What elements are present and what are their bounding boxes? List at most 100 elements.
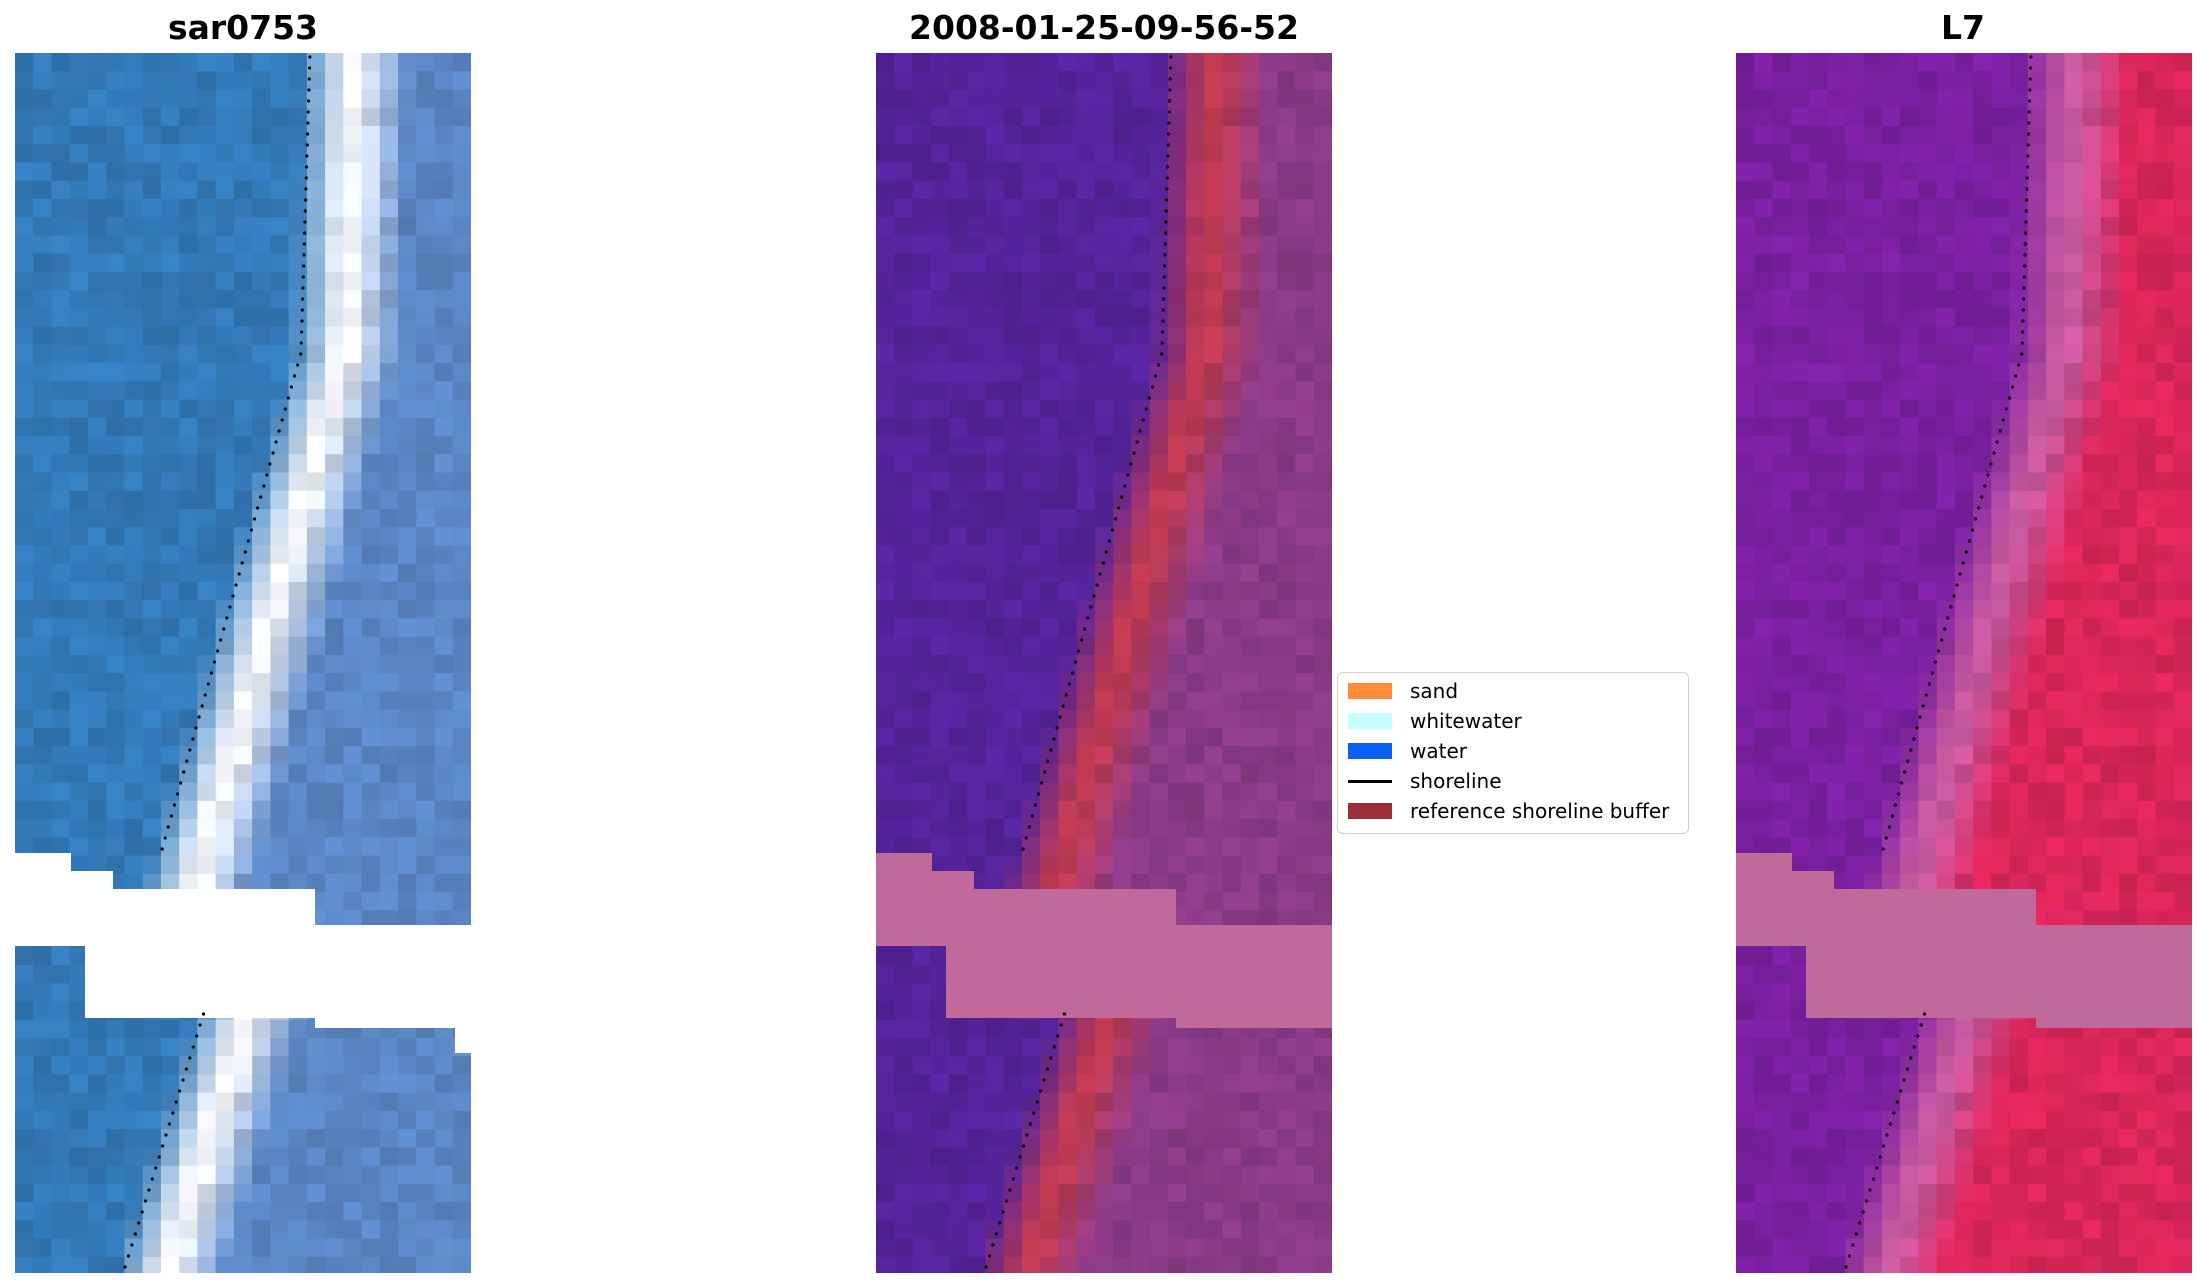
image-pixel	[69, 162, 89, 182]
image-pixel	[124, 107, 144, 127]
image-pixel	[1003, 1202, 1023, 1221]
image-pixel	[967, 1092, 987, 1112]
image-pixel	[69, 71, 89, 91]
image-pixel	[215, 654, 235, 674]
image-pixel	[1149, 107, 1169, 127]
image-pixel	[1918, 581, 1938, 601]
image-pixel	[233, 125, 253, 145]
image-pixel	[452, 727, 471, 747]
image-pixel	[1186, 837, 1205, 857]
image-pixel	[1313, 910, 1332, 930]
image-pixel	[1881, 490, 1901, 510]
image-pixel	[1881, 144, 1901, 164]
image-pixel	[1167, 764, 1187, 784]
image-pixel	[876, 180, 895, 200]
image-pixel	[106, 709, 126, 729]
image-pixel	[948, 618, 968, 638]
image-pixel	[1149, 509, 1169, 528]
image-pixel	[1076, 1202, 1096, 1221]
image-pixel	[1149, 1019, 1169, 1039]
image-pixel	[51, 800, 71, 820]
image-pixel	[1204, 162, 1224, 182]
image-pixel	[1900, 746, 1919, 765]
image-pixel	[69, 454, 89, 474]
image-pixel	[2137, 290, 2157, 309]
image-pixel	[343, 1092, 363, 1112]
image-pixel	[325, 527, 344, 547]
image-pixel	[325, 162, 344, 182]
image-pixel	[1240, 527, 1260, 547]
image-pixel	[288, 1256, 308, 1273]
image-pixel	[306, 89, 326, 109]
image-pixel	[1772, 1001, 1792, 1021]
image-pixel	[2082, 89, 2102, 109]
image-pixel	[142, 1238, 162, 1258]
image-pixel	[416, 144, 436, 164]
image-pixel	[1295, 89, 1315, 109]
image-pixel	[124, 800, 144, 820]
image-pixel	[179, 271, 198, 291]
image-pixel	[876, 527, 895, 547]
image-pixel	[142, 1092, 162, 1112]
image-pixel	[434, 581, 454, 601]
image-pixel	[33, 983, 53, 1003]
image-pixel	[1186, 581, 1205, 601]
image-pixel	[948, 89, 968, 109]
image-pixel	[416, 746, 436, 765]
image-pixel	[215, 180, 235, 200]
image-pixel	[1094, 71, 1114, 91]
image-pixel	[912, 782, 932, 802]
image-pixel	[398, 290, 417, 309]
image-pixel	[2082, 490, 2102, 510]
image-pixel	[1259, 89, 1278, 109]
image-pixel	[1918, 125, 1938, 145]
image-pixel	[434, 1220, 454, 1240]
image-pixel	[1186, 326, 1205, 346]
image-pixel	[2100, 162, 2120, 182]
image-pixel	[69, 946, 89, 966]
image-pixel	[1204, 399, 1224, 419]
image-pixel	[967, 673, 987, 692]
image-pixel	[1113, 1202, 1132, 1221]
image-pixel	[15, 581, 34, 601]
image-pixel	[930, 983, 950, 1003]
image-pixel	[985, 1037, 1005, 1057]
image-pixel	[1204, 1220, 1224, 1240]
image-pixel	[1736, 600, 1755, 620]
image-pixel	[1845, 308, 1865, 328]
image-pixel	[2119, 691, 2138, 711]
image-pixel	[1259, 873, 1278, 893]
image-pixel	[1204, 800, 1224, 820]
shoreline-point	[184, 1067, 189, 1071]
image-pixel	[1991, 107, 2011, 127]
image-pixel	[967, 581, 987, 601]
image-pixel	[2119, 527, 2138, 547]
image-pixel	[398, 910, 417, 930]
image-pixel	[160, 600, 180, 620]
image-pixel	[1936, 89, 1956, 109]
image-pixel	[1076, 144, 1096, 164]
image-pixel	[51, 837, 71, 857]
image-pixel	[325, 800, 344, 820]
image-pixel	[398, 727, 417, 747]
image-pixel	[1881, 235, 1901, 255]
image-pixel	[33, 1147, 53, 1167]
shoreline-point	[1001, 1210, 1005, 1214]
shoreline-point	[299, 341, 303, 345]
image-pixel	[1827, 636, 1847, 656]
image-pixel	[197, 253, 217, 273]
image-pixel	[1277, 1202, 1297, 1221]
image-pixel	[876, 946, 895, 966]
image-pixel	[2173, 217, 2192, 236]
image-pixel	[379, 819, 399, 838]
image-pixel	[325, 855, 344, 875]
image-pixel	[1076, 545, 1096, 565]
image-pixel	[1277, 89, 1297, 109]
image-pixel	[930, 1256, 950, 1273]
image-pixel	[87, 399, 107, 419]
image-pixel	[179, 1202, 198, 1221]
image-pixel	[416, 600, 436, 620]
image-pixel	[233, 253, 253, 273]
image-pixel	[930, 1202, 950, 1221]
image-pixel	[1058, 1256, 1078, 1273]
